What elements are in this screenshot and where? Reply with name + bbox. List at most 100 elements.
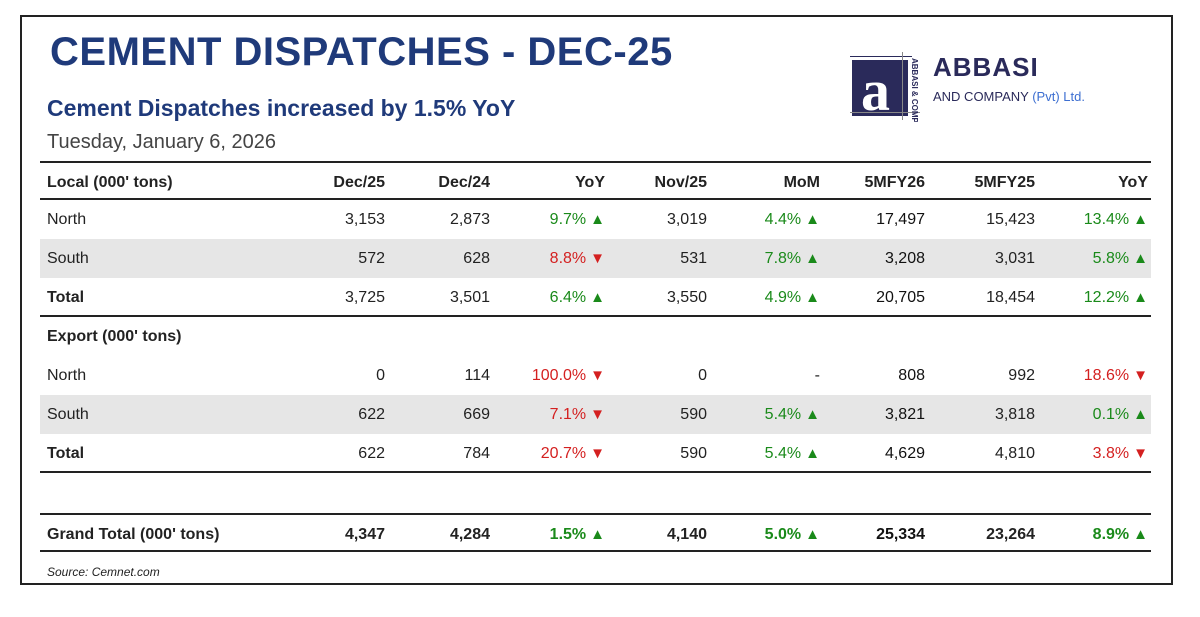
down-arrow-icon: ▼ xyxy=(1133,367,1148,384)
mom-text: 4.9% xyxy=(764,289,802,306)
yoy-cumulative-value: 8.9% ▲ xyxy=(1040,515,1148,554)
header-col-mom: MoM xyxy=(783,174,820,191)
yoy-cumulative-value: 12.2% ▲ xyxy=(1040,278,1148,317)
dec25-value: 622 xyxy=(358,445,385,462)
header-col-yoy-cumulative: YoY xyxy=(1118,174,1148,191)
5mfy26-value: 3,821 xyxy=(884,406,925,423)
5mfy25-value: 992 xyxy=(1008,367,1035,384)
svg-text:ABBASI & COMPANY: ABBASI & COMPANY xyxy=(910,58,919,122)
down-arrow-icon: ▼ xyxy=(590,445,605,462)
yoy-text: 20.7% xyxy=(540,445,587,462)
yoy-text: 1.5% xyxy=(549,526,587,543)
export-section-label: Export (000' tons) xyxy=(47,328,182,345)
yoy-cumulative-text: 12.2% xyxy=(1083,289,1130,306)
up-arrow-icon: ▲ xyxy=(590,289,605,306)
row-label: South xyxy=(47,250,89,267)
5mfy25-value: 15,423 xyxy=(986,211,1035,228)
yoy-cumulative-value: 0.1% ▲ xyxy=(1040,395,1148,434)
yoy-text: 7.1% xyxy=(549,406,587,423)
dec24-value: 2,873 xyxy=(449,211,490,228)
up-arrow-icon: ▲ xyxy=(1133,289,1148,306)
dec24-value: 4,284 xyxy=(449,526,490,543)
5mfy25-value: 3,031 xyxy=(994,250,1035,267)
up-arrow-icon: ▲ xyxy=(590,526,605,543)
yoy-cumulative-value: 18.6% ▼ xyxy=(1040,356,1148,395)
5mfy26-value: 25,334 xyxy=(876,526,925,543)
mom-value: 4.4% ▲ xyxy=(715,200,820,239)
yoy-text: 6.4% xyxy=(549,289,587,306)
header-col-dec25: Dec/25 xyxy=(333,174,385,191)
header-row: Local (000' tons) Dec/25 Dec/24 YoY Nov/… xyxy=(40,161,1151,200)
yoy-cumulative-text: 8.9% xyxy=(1092,526,1130,543)
5mfy25-value: 3,818 xyxy=(994,406,1035,423)
5mfy26-value: 3,208 xyxy=(884,250,925,267)
nov25-value: 4,140 xyxy=(666,526,707,543)
yoy-value: 9.7% ▲ xyxy=(490,200,605,239)
report-subtitle: Cement Dispatches increased by 1.5% YoY xyxy=(47,95,516,121)
mom-text: 4.4% xyxy=(764,211,802,228)
down-arrow-icon: ▼ xyxy=(590,250,605,267)
mom-text: 7.8% xyxy=(764,250,802,267)
report-date: Tuesday, January 6, 2026 xyxy=(47,131,277,153)
yoy-cumulative-text: 3.8% xyxy=(1092,445,1130,462)
report-title: CEMENT DISPATCHES - DEC-25 xyxy=(50,30,673,74)
header-col-nov25: Nov/25 xyxy=(654,174,707,191)
yoy-value: 7.1% ▼ xyxy=(490,395,605,434)
yoy-cumulative-value: 3.8% ▼ xyxy=(1040,434,1148,473)
dec24-value: 784 xyxy=(463,445,490,462)
yoy-cumulative-text: 5.8% xyxy=(1092,250,1130,267)
source-note: Source: Cemnet.com xyxy=(47,565,160,579)
up-arrow-icon: ▲ xyxy=(805,526,820,543)
nov25-value: 0 xyxy=(698,367,707,384)
yoy-text: 8.8% xyxy=(549,250,587,267)
header-col-yoy: YoY xyxy=(575,174,605,191)
svg-text:a: a xyxy=(861,58,890,122)
up-arrow-icon: ▲ xyxy=(805,289,820,306)
row-label: North xyxy=(47,211,87,228)
table-row: South 572 628 8.8% ▼ 531 7.8% ▲ 3,208 3,03… xyxy=(40,239,1151,278)
table-row: Total 3,725 3,501 6.4% ▲ 3,550 4.9% ▲ 20,7… xyxy=(40,278,1151,317)
up-arrow-icon: ▲ xyxy=(805,211,820,228)
mom-value: 5.0% ▲ xyxy=(715,515,820,554)
table-row: North 3,153 2,873 9.7% ▲ 3,019 4.4% ▲ 17,4… xyxy=(40,200,1151,239)
mom-value: 7.8% ▲ xyxy=(715,239,820,278)
5mfy26-value: 808 xyxy=(898,367,925,384)
yoy-value: 8.8% ▼ xyxy=(490,239,605,278)
up-arrow-icon: ▲ xyxy=(590,211,605,228)
up-arrow-icon: ▲ xyxy=(1133,250,1148,267)
row-label: North xyxy=(47,367,87,384)
header-col-5mfy25: 5MFY25 xyxy=(974,174,1035,191)
logo-abbasi-text: ABBASI xyxy=(933,52,1039,82)
company-logo: a ABBASI & COMPANY ABBASI AND COMPANY (P… xyxy=(850,52,1110,122)
5mfy26-value: 20,705 xyxy=(876,289,925,306)
row-label: Grand Total (000' tons) xyxy=(47,526,220,543)
5mfy25-value: 18,454 xyxy=(986,289,1035,306)
dec25-value: 3,153 xyxy=(344,211,385,228)
dec24-value: 669 xyxy=(463,406,490,423)
nov25-value: 3,550 xyxy=(666,289,707,306)
mom-text: 5.0% xyxy=(764,526,802,543)
header-col-dec24: Dec/24 xyxy=(438,174,490,191)
header-col-5mfy26: 5MFY26 xyxy=(864,174,925,191)
yoy-value: 20.7% ▼ xyxy=(490,434,605,473)
up-arrow-icon: ▲ xyxy=(805,250,820,267)
mom-value: 5.4% ▲ xyxy=(715,395,820,434)
yoy-cumulative-value: 13.4% ▲ xyxy=(1040,200,1148,239)
yoy-cumulative-text: 13.4% xyxy=(1083,211,1130,228)
yoy-cumulative-value: 5.8% ▲ xyxy=(1040,239,1148,278)
yoy-value: 6.4% ▲ xyxy=(490,278,605,317)
mom-value: - xyxy=(814,367,820,384)
dec24-value: 114 xyxy=(464,367,490,384)
table-row: Total 622 784 20.7% ▼ 590 5.4% ▲ 4,629 4,8… xyxy=(40,434,1151,473)
nov25-value: 531 xyxy=(680,250,707,267)
nov25-value: 3,019 xyxy=(666,211,707,228)
dec25-value: 572 xyxy=(358,250,385,267)
dec24-value: 628 xyxy=(463,250,490,267)
dec25-value: 4,347 xyxy=(344,526,385,543)
down-arrow-icon: ▼ xyxy=(590,367,605,384)
mom-text: 5.4% xyxy=(764,445,802,462)
section-header-export: Export (000' tons) xyxy=(40,317,1151,356)
table-spacer xyxy=(40,473,1151,513)
nov25-value: 590 xyxy=(680,406,707,423)
5mfy26-value: 4,629 xyxy=(884,445,925,462)
